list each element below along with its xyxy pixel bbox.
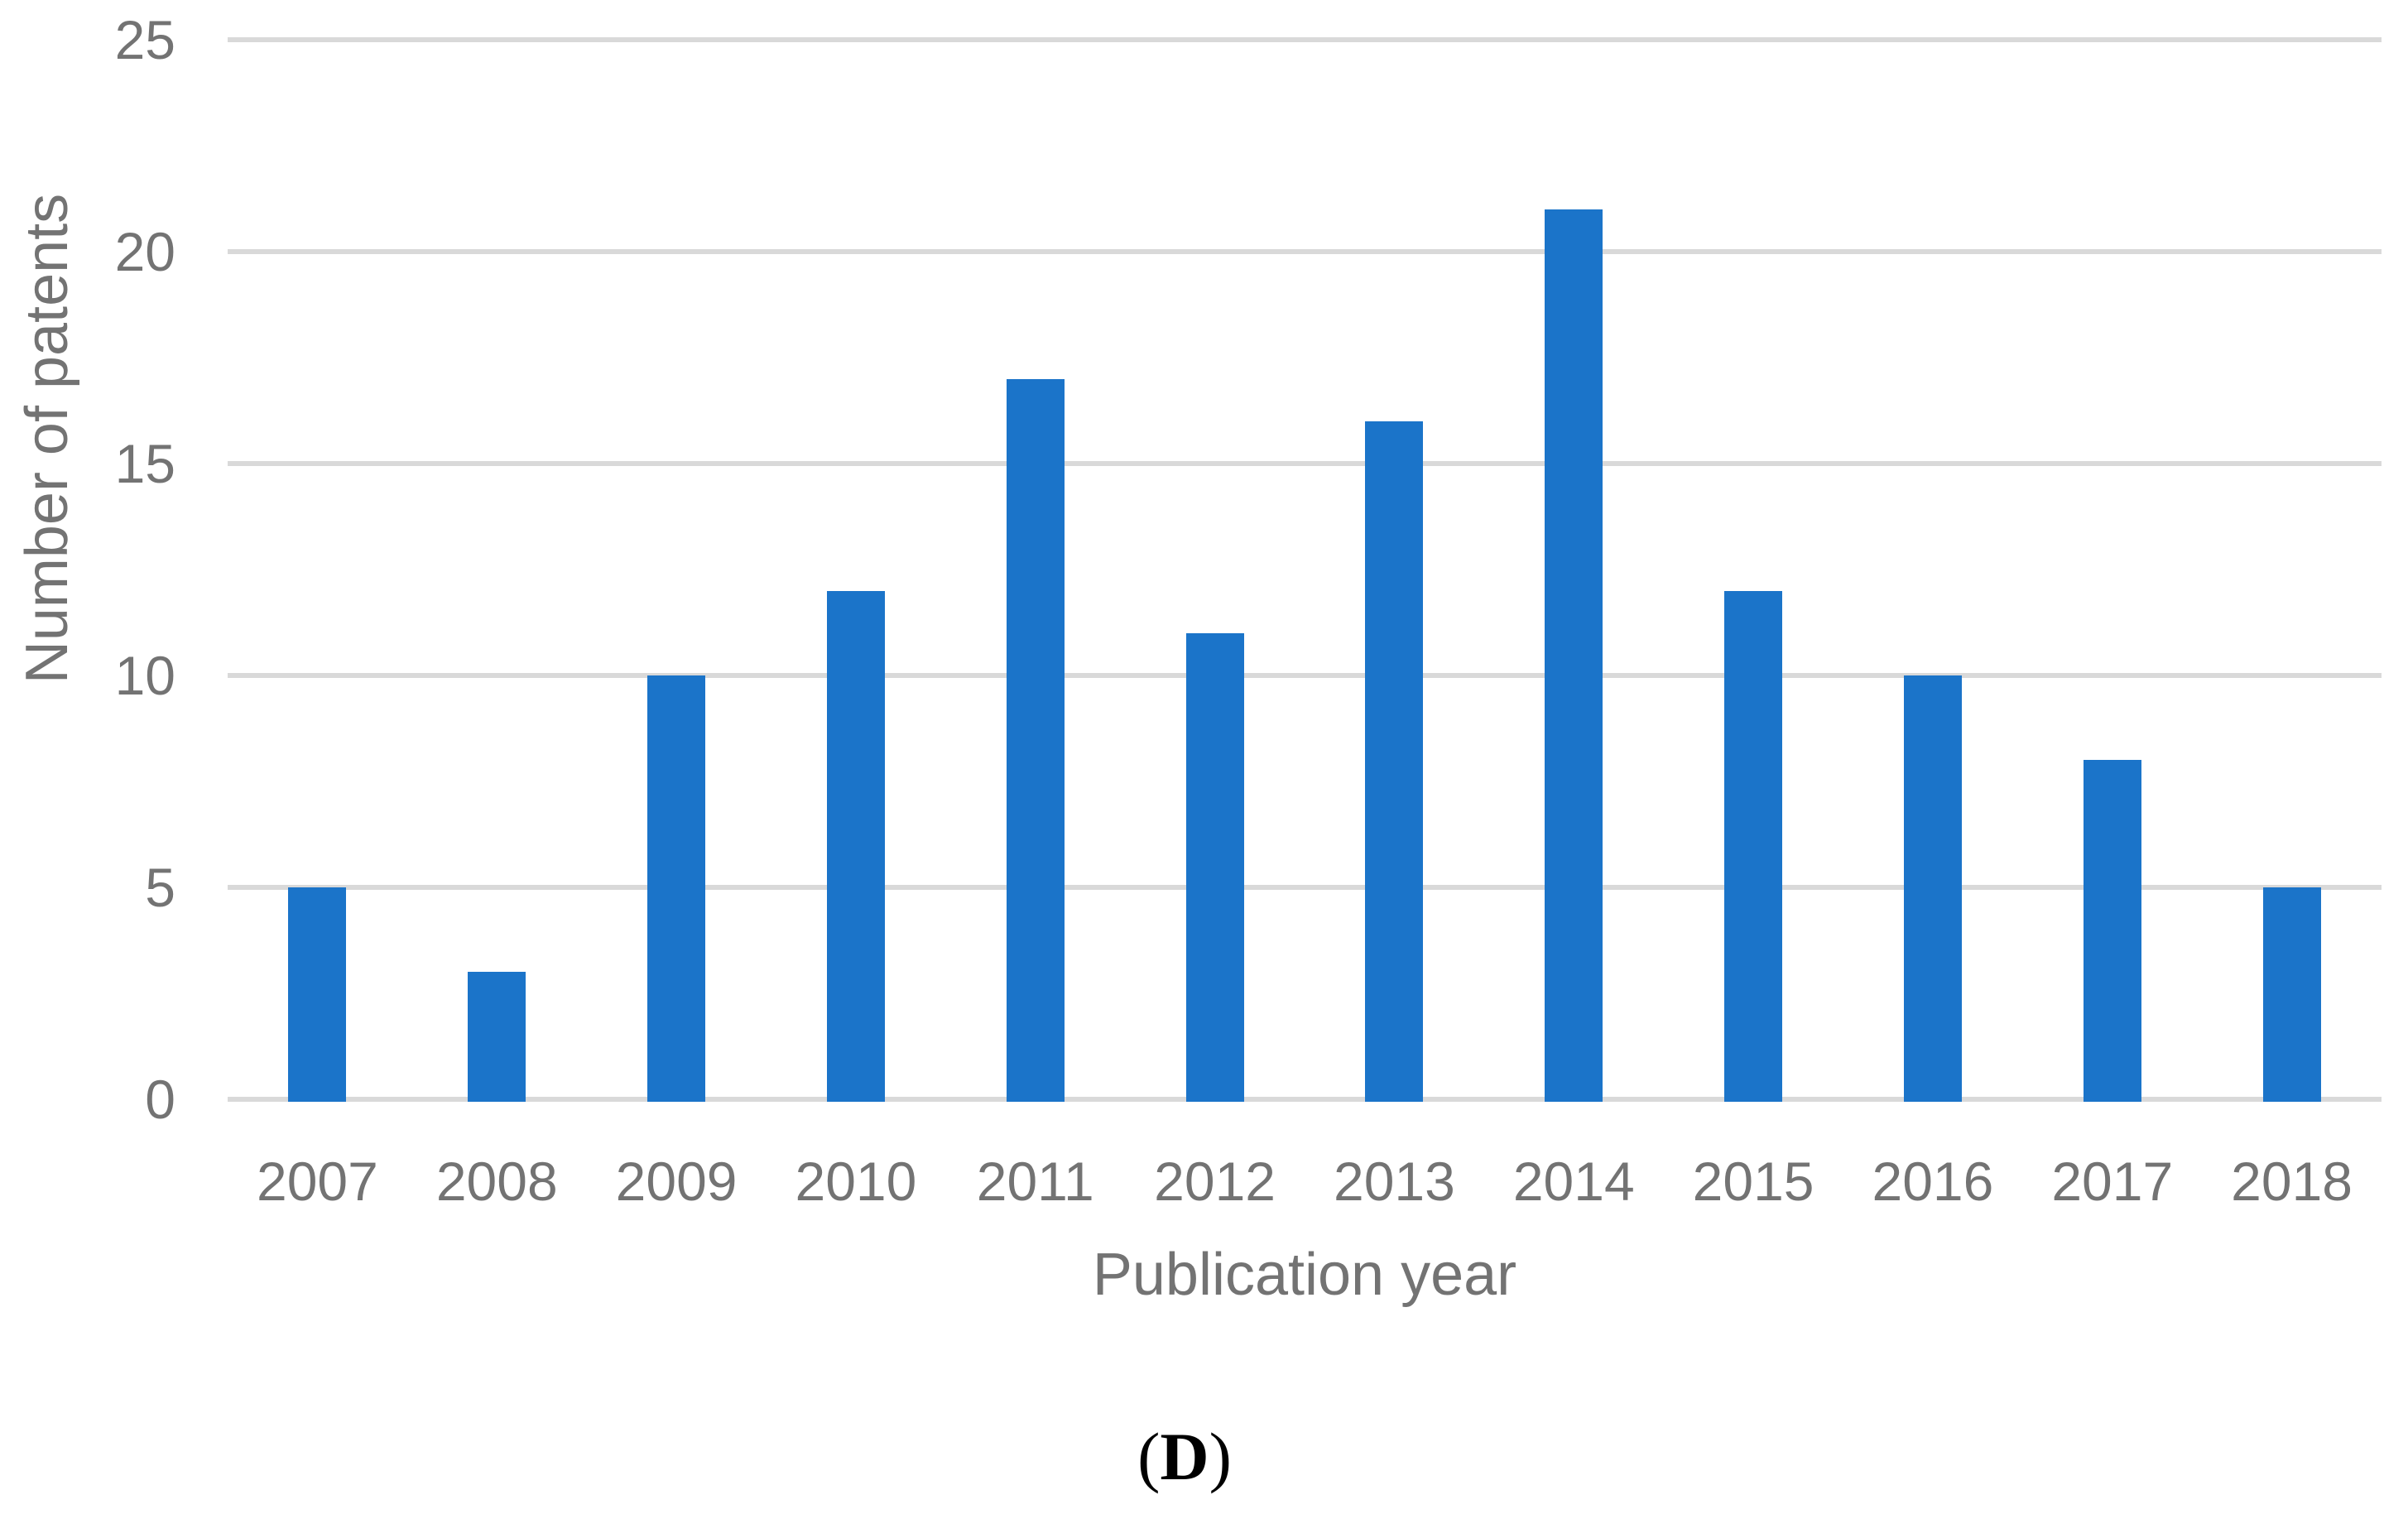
bar-2011 [1006,378,1065,1102]
x-axis-title: Publication year [1092,1242,1517,1308]
bar-2013 [1365,421,1424,1102]
bar-2018 [2262,887,2321,1102]
bar-2009 [647,675,706,1102]
bar-2010 [826,590,885,1102]
y-tick-label-5: 5 [145,857,175,918]
bar-2008 [468,972,526,1102]
y-tick-label-10: 10 [114,645,175,706]
caption-close-paren: ) [1209,1419,1232,1494]
bar-2016 [1903,675,1962,1102]
x-tick-label-2017: 2017 [2051,1151,2174,1212]
x-tick-label-2015: 2015 [1692,1151,1814,1212]
caption-open-paren: ( [1137,1419,1161,1494]
plot-area [228,37,2382,1102]
x-tick-label-2016: 2016 [1872,1151,1994,1212]
bar-2012 [1185,632,1244,1102]
x-tick-label-2007: 2007 [257,1151,378,1212]
x-tick-label-2018: 2018 [2231,1151,2353,1212]
x-tick-label-2014: 2014 [1512,1151,1635,1212]
gridline-y-25 [228,37,2382,42]
gridline-y-20 [228,249,2382,254]
bar-2007 [288,887,347,1102]
bar-2015 [1724,590,1783,1102]
gridline-y-15 [228,461,2382,466]
caption-letter: D [1160,1419,1209,1494]
y-tick-label-0: 0 [145,1069,175,1130]
y-tick-label-25: 25 [114,9,175,70]
x-tick-label-2008: 2008 [435,1151,558,1212]
gridline-y-5 [228,885,2382,890]
bar-2014 [1545,209,1603,1102]
gridline-y-0 [228,1097,2382,1102]
x-tick-label-2010: 2010 [795,1151,917,1212]
x-tick-label-2011: 2011 [976,1151,1094,1212]
y-tick-label-20: 20 [114,221,175,282]
x-tick-label-2013: 2013 [1334,1151,1455,1212]
gridline-y-10 [228,673,2382,678]
bar-2017 [2083,760,2141,1102]
y-tick-label-15: 15 [114,433,175,494]
x-tick-label-2009: 2009 [615,1151,738,1212]
figure-caption: (D) [978,1411,1391,1502]
x-tick-label-2012: 2012 [1154,1151,1276,1212]
